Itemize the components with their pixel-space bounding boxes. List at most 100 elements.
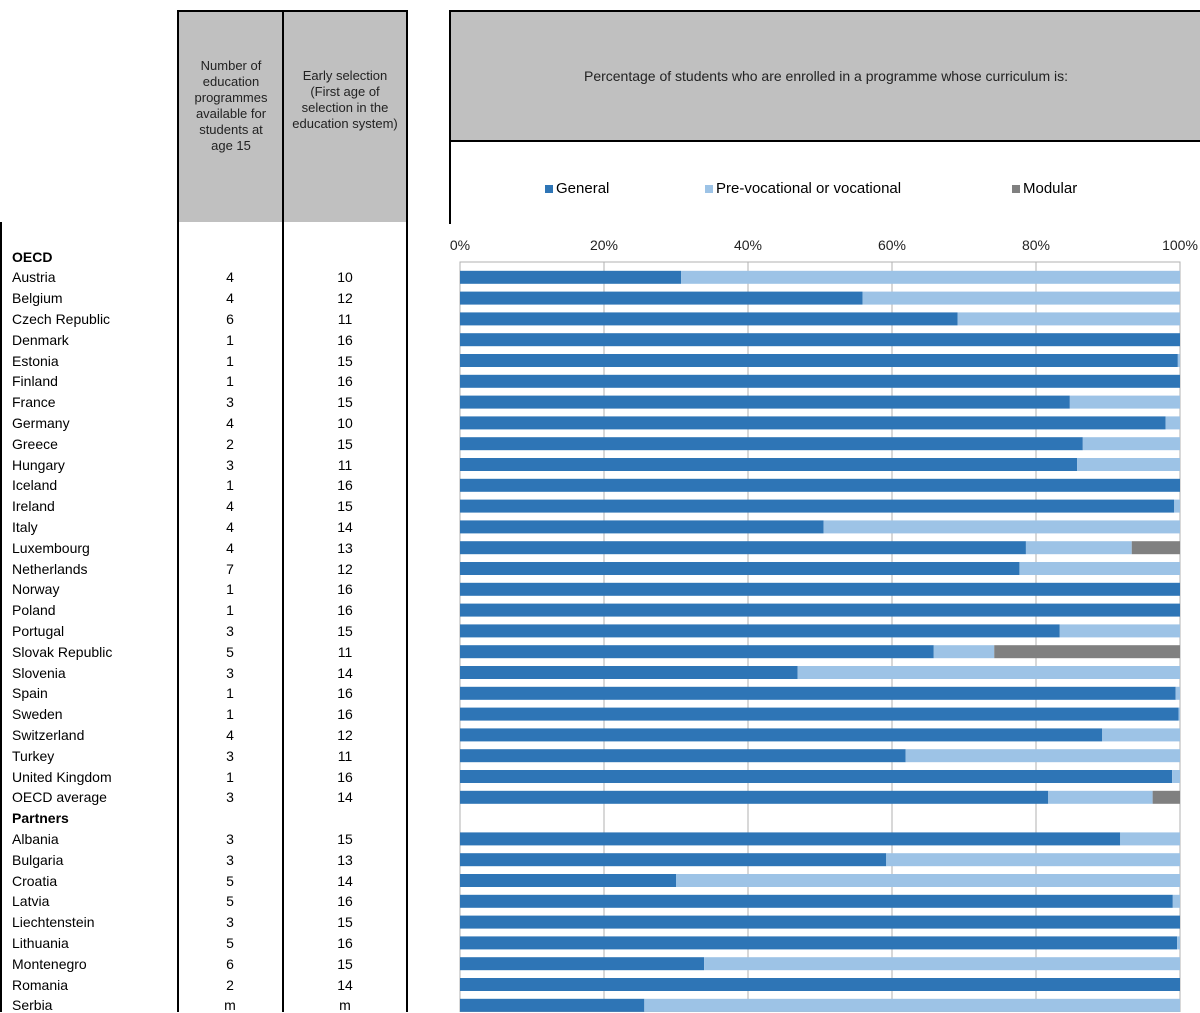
selection-header: Early selection (First age of selection …	[292, 68, 398, 131]
programmes-cell: 2	[226, 976, 234, 993]
bar-vocational	[681, 270, 1180, 284]
legend-vocational: Pre-vocational or vocational	[705, 180, 901, 198]
country-label: Finland	[12, 373, 58, 390]
bar-vocational	[1178, 707, 1180, 721]
country-label: Italy	[12, 518, 38, 535]
country-label: Liechtenstein	[12, 914, 95, 931]
selection-age-cell: 16	[337, 685, 353, 702]
legend-general: General	[545, 180, 609, 198]
programmes-cell: 4	[226, 269, 234, 286]
bar-general	[460, 853, 887, 867]
selection-age-cell: 16	[337, 477, 353, 494]
bar-modular	[1131, 541, 1180, 555]
group-title: Partners	[12, 810, 69, 827]
bar-vocational	[676, 874, 1180, 887]
country-label: Austria	[12, 269, 56, 286]
country-label: Czech Republic	[12, 310, 111, 327]
legend-label-modular: Modular	[1023, 180, 1078, 197]
programmes-cell: 4	[226, 539, 234, 556]
selection-age-cell: 16	[337, 893, 353, 910]
country-label: Luxembourg	[12, 539, 90, 556]
bar-general	[460, 582, 1180, 596]
country-label: Turkey	[12, 747, 55, 764]
programmes-cell: m	[224, 997, 236, 1013]
programmes-cell: 4	[226, 518, 234, 535]
selection-header-box	[282, 10, 408, 224]
legend-swatch-modular	[1012, 185, 1020, 193]
bar-modular	[994, 645, 1180, 659]
chart-legend-box	[449, 140, 1200, 224]
selection-age-cell: 12	[337, 290, 353, 307]
selection-age-cell: 15	[337, 498, 353, 515]
programmes-cell: 3	[226, 664, 234, 681]
bar-vocational	[1059, 624, 1180, 638]
programmes-cell: 7	[226, 560, 234, 577]
programmes-cell: 1	[226, 352, 234, 369]
bar-vocational	[1120, 832, 1180, 846]
selection-age-cell: m	[339, 997, 351, 1013]
bar-general	[460, 478, 1180, 492]
selection-age-cell: 11	[337, 456, 353, 473]
country-label: Romania	[12, 976, 69, 993]
bar-general	[460, 437, 1083, 451]
country-label: Slovak Republic	[12, 643, 113, 660]
bar-general	[460, 416, 1166, 430]
country-label: Spain	[12, 685, 48, 702]
bar-vocational	[1177, 354, 1180, 367]
country-label: Estonia	[12, 352, 59, 369]
bar-general	[460, 520, 824, 534]
country-label: Serbia	[12, 997, 53, 1013]
bar-modular	[1152, 790, 1180, 804]
bar-general	[460, 312, 958, 326]
bar-vocational	[797, 666, 1180, 679]
programmes-cell: 3	[226, 747, 234, 764]
programmes-cell: 5	[226, 934, 234, 951]
selection-age-cell: 15	[337, 394, 353, 411]
programmes-cell: 5	[226, 872, 234, 889]
selection-age-cell: 15	[337, 435, 353, 452]
programmes-cell: 6	[226, 310, 234, 327]
country-label: Hungary	[12, 456, 65, 473]
selection-column	[282, 222, 408, 1012]
selection-age-cell: 16	[337, 581, 353, 598]
programmes-cell: 3	[226, 914, 234, 931]
country-label: Netherlands	[12, 560, 88, 577]
selection-age-cell: 12	[337, 726, 353, 743]
bar-vocational	[1165, 416, 1180, 430]
selection-age-cell: 10	[337, 269, 353, 286]
bar-vocational	[1102, 728, 1180, 742]
programmes-header-box	[177, 10, 284, 224]
bar-general	[460, 790, 1049, 804]
country-label: Bulgaria	[12, 851, 64, 868]
country-label: Portugal	[12, 622, 65, 639]
country-label: Germany	[12, 414, 70, 431]
legend-swatch-vocational	[705, 185, 713, 193]
country-label: France	[12, 394, 56, 411]
selection-age-cell: 16	[337, 768, 353, 785]
bar-vocational	[1172, 894, 1180, 908]
bar-vocational	[704, 957, 1180, 971]
programmes-cell: 4	[226, 290, 234, 307]
programmes-cell: 4	[226, 726, 234, 743]
x-tick-label: 20%	[590, 237, 618, 253]
selection-age-cell: 12	[337, 560, 353, 577]
selection-age-cell: 15	[337, 830, 353, 847]
chart-title: Percentage of students who are enrolled …	[583, 68, 1069, 84]
programmes-cell: 1	[226, 331, 234, 348]
bar-vocational	[1025, 541, 1132, 555]
selection-age-cell: 13	[337, 539, 353, 556]
bar-general	[460, 458, 1078, 471]
selection-age-cell: 15	[337, 352, 353, 369]
country-label: OECD average	[12, 789, 107, 806]
bar-vocational	[886, 853, 1180, 867]
bar-vocational	[1019, 562, 1180, 575]
table-left-border	[0, 222, 12, 1012]
country-label: Iceland	[12, 477, 58, 494]
x-tick-label: 40%	[734, 237, 762, 253]
bar-vocational	[1177, 936, 1180, 950]
selection-age-cell: 16	[337, 706, 353, 723]
selection-age-cell: 14	[337, 976, 353, 993]
bar-vocational	[644, 998, 1180, 1012]
x-tick-label: 60%	[878, 237, 906, 253]
x-tick-label: 80%	[1022, 237, 1050, 253]
